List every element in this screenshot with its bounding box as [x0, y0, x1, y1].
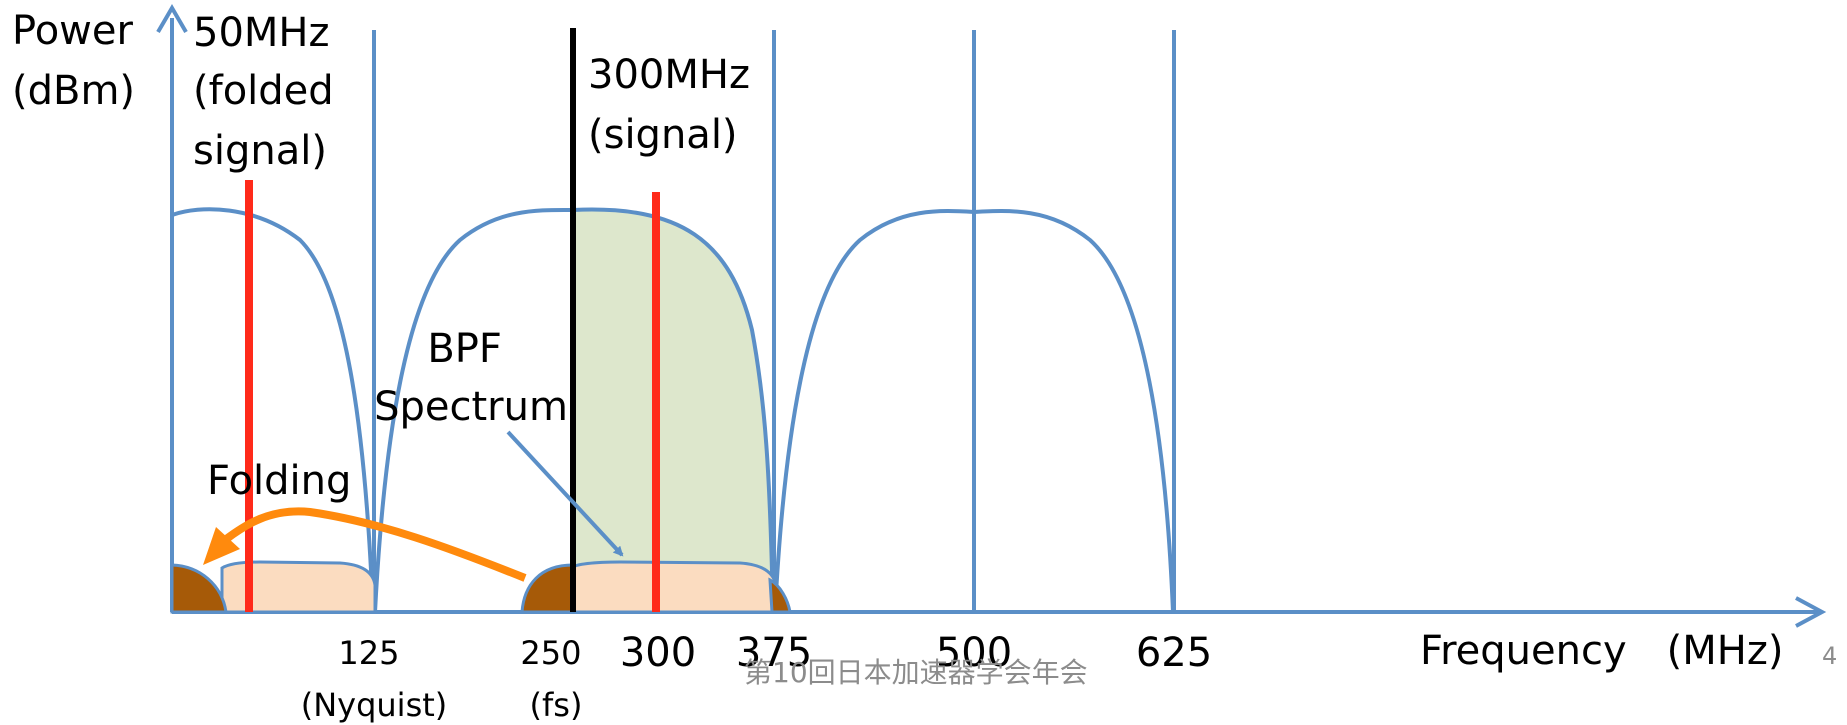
tick-125-note: (Nyquist): [301, 686, 448, 724]
page-number: 4: [1822, 642, 1837, 670]
bpf-spectrum-label: BPF Spectrum: [374, 326, 568, 430]
tick-500-label: 500: [936, 630, 1012, 676]
folded-signal-label-line3: signal): [193, 128, 327, 174]
fs-edge-blob-left: [520, 563, 575, 614]
bpf-spectrum-label-line2: Spectrum: [374, 384, 568, 430]
tick-250-label: 250 (fs): [520, 634, 591, 724]
folding-label: Folding: [207, 458, 351, 504]
fs-edge-blob-right: [768, 577, 792, 614]
y-axis-label-line1: Power: [12, 8, 133, 54]
x-axis-label: Frequency (MHz): [1420, 628, 1783, 674]
tick-625-label: 625: [1136, 630, 1212, 676]
folded-signal-label: 50MHz (folded signal): [193, 10, 346, 174]
bpf-passband-fill: [573, 209, 773, 610]
sinc-lobe-3: [773, 209, 1175, 613]
x-axis-arrowhead: [1795, 596, 1827, 628]
sinc-lobe-1: [171, 207, 375, 613]
signal-label-line2: (signal): [588, 112, 738, 158]
bpf-pointer-arrow: [506, 430, 624, 557]
y-axis-label-line2: (dBm): [12, 68, 135, 114]
tick-125-value: 125: [338, 634, 399, 672]
tick-375-label: 375: [736, 630, 812, 676]
folding-arrow: [222, 507, 527, 582]
bpf-spectrum-label-line1: BPF: [427, 326, 502, 372]
folded-signal-label-line2: (folded: [193, 68, 334, 114]
tick-250-value: 250: [520, 634, 581, 672]
folded-spectrum-lobe: [220, 560, 377, 614]
tick-125-label: 125 (Nyquist): [301, 634, 448, 724]
y-axis-arrowhead: [156, 4, 188, 34]
signal-label: 300MHz (signal): [588, 52, 763, 158]
bpf-spectrum-lobe: [568, 560, 778, 614]
signal-label-line1: 300MHz: [588, 52, 750, 98]
folding-arrowhead: [203, 527, 240, 565]
tick-300-label: 300: [620, 630, 696, 676]
folded-edge-blob: [170, 563, 228, 614]
folded-signal-label-line1: 50MHz: [193, 10, 329, 56]
y-axis-label: Power (dBm): [12, 8, 146, 114]
tick-250-note: (fs): [530, 686, 583, 724]
conference-footer: 第10回日本加速器学会年会: [744, 656, 1088, 689]
